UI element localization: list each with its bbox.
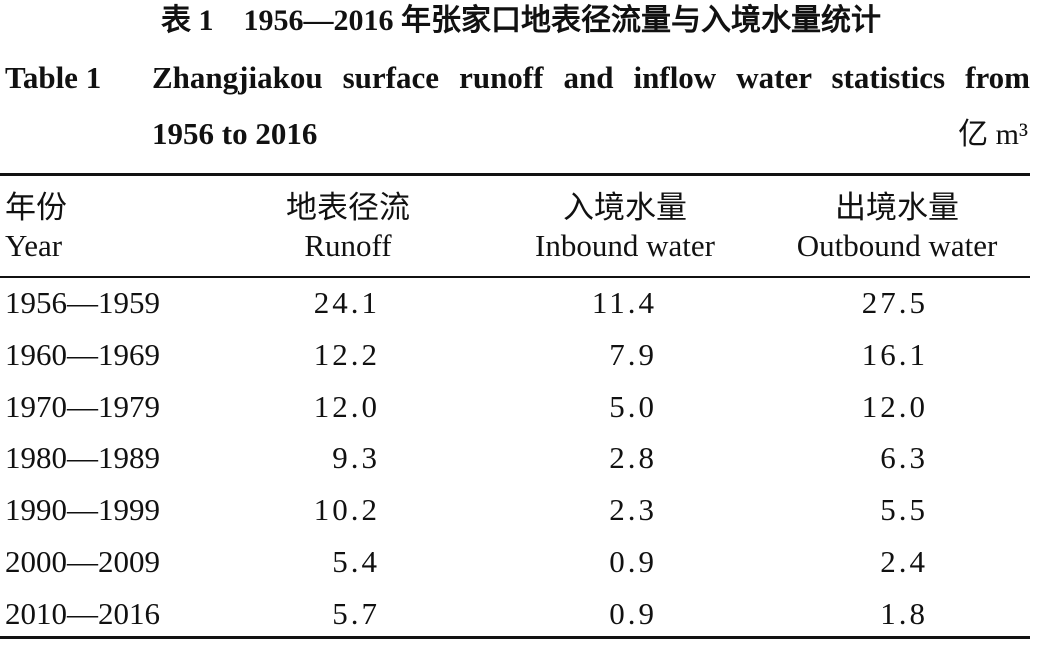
cell-value: 12.0 xyxy=(313,388,380,424)
title-zh: 表 1 1956—2016 年张家口地表径流量与入境水量统计 xyxy=(161,4,881,37)
cell-value: 24.1 xyxy=(313,285,380,320)
header-en: Runoff xyxy=(304,228,392,263)
header-zh: 入境水量 xyxy=(563,190,687,225)
cell-value: 2.8 xyxy=(609,440,657,476)
cell-value: 11.4 xyxy=(591,285,657,320)
title-en-line1: Zhangjiakou surface runoff and inflow wa… xyxy=(152,60,1030,95)
cell-value: 27.5 xyxy=(861,285,928,320)
header-zh: 地表径流 xyxy=(286,190,410,225)
cell-value: 10.2 xyxy=(313,492,380,528)
cell-value: 2.3 xyxy=(609,492,657,528)
row-label: 1990—1999 xyxy=(5,492,160,528)
cell-value: 5.4 xyxy=(332,544,380,579)
bottom-rule xyxy=(0,636,1030,639)
cell-value: 7.9 xyxy=(609,336,657,372)
cell-value: 12.2 xyxy=(313,336,380,372)
header-rule xyxy=(0,276,1030,278)
row-label: 2000—2009 xyxy=(5,544,160,579)
header-en: Inbound water xyxy=(535,228,715,263)
cell-value: 9.3 xyxy=(332,440,380,476)
header-en: Year xyxy=(5,228,63,263)
header-zh: 出境水量 xyxy=(835,190,959,225)
row-label: 2010—2016 xyxy=(5,595,160,631)
row-label: 1970—1979 xyxy=(5,388,160,424)
title-en-line2: 1956 to 2016 xyxy=(152,116,318,151)
cell-value: 5.7 xyxy=(332,595,380,631)
cell-value: 16.1 xyxy=(861,336,928,372)
header-en: Outbound water xyxy=(796,228,998,263)
table-label: Table 1 xyxy=(5,60,102,95)
unit: 亿 m³ xyxy=(958,118,1028,151)
cell-value: 5.0 xyxy=(609,388,657,424)
cell-value: 12.0 xyxy=(861,388,928,424)
cell-value: 0.9 xyxy=(609,595,657,631)
cell-value: 0.9 xyxy=(609,544,657,579)
header-zh: 年份 xyxy=(5,190,67,225)
row-label: 1960—1969 xyxy=(5,336,160,372)
top-rule xyxy=(0,173,1030,176)
cell-value: 2.4 xyxy=(880,544,928,579)
cell-value: 5.5 xyxy=(880,492,928,528)
cell-value: 6.3 xyxy=(880,440,928,476)
cell-value: 1.8 xyxy=(880,595,928,631)
row-label: 1956—1959 xyxy=(5,285,160,320)
row-label: 1980—1989 xyxy=(5,440,160,476)
